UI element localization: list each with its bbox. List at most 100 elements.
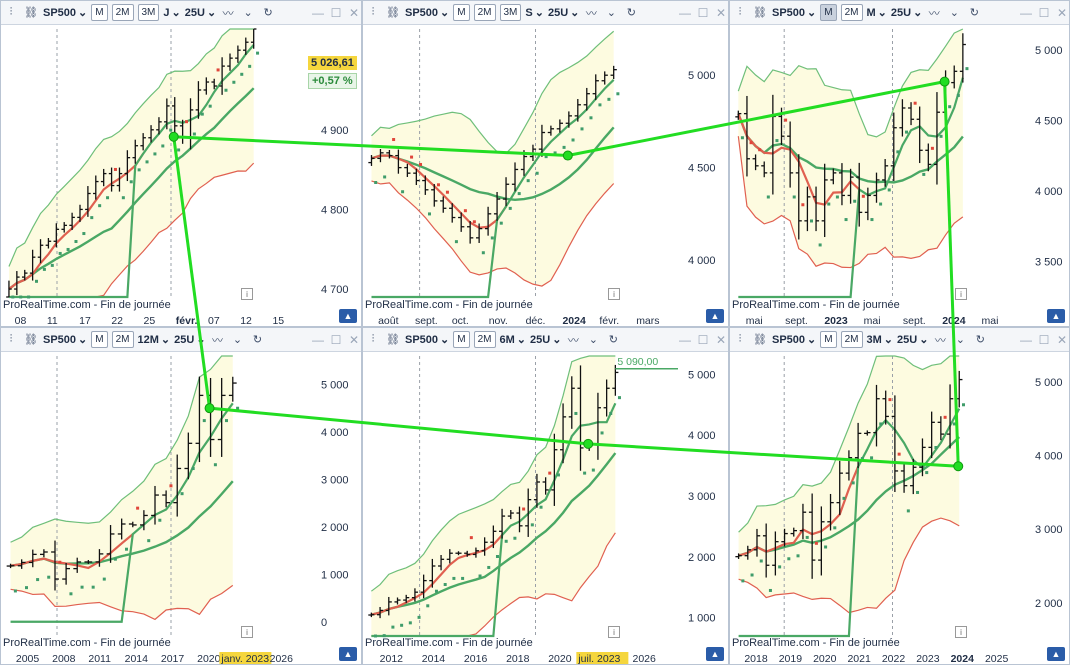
timeframe-button-2M[interactable]: 2M: [111, 4, 134, 21]
indicators-icon[interactable]: 〰: [928, 7, 940, 20]
timeframe-button-M[interactable]: M: [91, 4, 108, 21]
period-selector[interactable]: S ⌄: [525, 6, 544, 20]
chart-panel-daily[interactable]: ⫶ ⛓ SP500 ⌄ M 2M 3M J ⌄ 25U ⌄ 〰 ⌄ ↻ — ☐ ✕ 4 700 4 800 4 900…: [0, 0, 362, 327]
scroll-end-button[interactable]: ▲: [339, 647, 357, 661]
chart-svg[interactable]: 2 000 3 000 4 000 5 000 2018 2019 2020 2021 2022…: [730, 352, 1070, 665]
chevron-down-icon[interactable]: ⌄: [243, 7, 253, 19]
info-icon[interactable]: i: [608, 288, 620, 300]
units-selector[interactable]: 25U ⌄: [530, 333, 561, 347]
chart-svg[interactable]: 3 500 4 000 4 500 5 000 mai sept. 2023 mai sept.…: [730, 25, 1070, 327]
maximize-icon[interactable]: ☐: [1038, 5, 1050, 20]
candles-icon[interactable]: ⫶: [9, 333, 13, 345]
units-selector[interactable]: 25U ⌄: [891, 6, 922, 20]
chart-panel-semester[interactable]: ⫶ ⛓ SP500 ⌄ M 2M 6M ⌄ 25U ⌄ 〰 ⌄ ↻ — ☐ ✕ 5 090,00 1 000 2 0…: [362, 327, 729, 665]
indicators-icon[interactable]: 〰: [222, 7, 234, 20]
refresh-icon[interactable]: ↻: [626, 7, 636, 19]
refresh-icon[interactable]: ↻: [263, 7, 273, 19]
maximize-icon[interactable]: ☐: [330, 5, 342, 20]
link-icon[interactable]: ⛓: [386, 334, 400, 346]
period-selector[interactable]: 12M ⌄: [138, 333, 171, 347]
minimize-icon[interactable]: —: [679, 332, 691, 347]
candles-icon[interactable]: ⫶: [738, 333, 742, 345]
maximize-icon[interactable]: ☐: [1038, 332, 1050, 347]
close-icon[interactable]: ✕: [715, 332, 727, 347]
indicators-icon[interactable]: 〰: [934, 334, 946, 347]
close-icon[interactable]: ✕: [348, 332, 360, 347]
period-selector[interactable]: M ⌄: [867, 6, 887, 20]
symbol-selector[interactable]: SP500 ⌄: [43, 6, 87, 20]
candles-icon[interactable]: ⫶: [9, 6, 13, 18]
chart-panel-weekly[interactable]: ⫶ ⛓ SP500 ⌄ M 2M 3M S ⌄ 25U ⌄ 〰 ⌄ ↻ — ☐ ✕ 4 000 4 500 5 000…: [362, 0, 729, 327]
link-icon[interactable]: ⛓: [24, 7, 38, 19]
timeframe-button-M[interactable]: M: [820, 4, 837, 21]
info-icon[interactable]: i: [955, 626, 967, 638]
chart-svg[interactable]: 5 090,00 1 000 2 000 3 000 4 000 5 000 2012 201…: [363, 352, 729, 665]
period-selector[interactable]: 6M ⌄: [500, 333, 527, 347]
close-icon[interactable]: ✕: [1056, 5, 1068, 20]
candles-icon[interactable]: ⫶: [738, 6, 742, 18]
refresh-icon[interactable]: ↻: [975, 334, 986, 346]
refresh-icon[interactable]: ↻: [252, 334, 263, 346]
close-icon[interactable]: ✕: [348, 5, 360, 20]
scroll-end-button[interactable]: ▲: [706, 647, 724, 661]
chevron-down-icon[interactable]: ⌄: [588, 334, 599, 346]
info-icon[interactable]: i: [955, 288, 967, 300]
scroll-end-button[interactable]: ▲: [339, 309, 357, 323]
symbol-selector[interactable]: SP500 ⌄: [772, 333, 816, 347]
chart-svg[interactable]: 4 000 4 500 5 000 août sept. oct. nov. déc. 2024…: [363, 25, 729, 327]
info-icon[interactable]: i: [241, 288, 253, 300]
chevron-down-icon[interactable]: ⌄: [606, 7, 616, 19]
timeframe-button-M[interactable]: M: [91, 331, 108, 348]
period-selector[interactable]: 3M ⌄: [867, 333, 894, 347]
minimize-icon[interactable]: —: [1020, 332, 1032, 347]
scroll-end-button[interactable]: ▲: [706, 309, 724, 323]
indicators-icon[interactable]: 〰: [212, 334, 224, 347]
maximize-icon[interactable]: ☐: [330, 332, 342, 347]
chevron-down-icon[interactable]: ⌄: [955, 334, 966, 346]
symbol-selector[interactable]: SP500 ⌄: [43, 333, 87, 347]
symbol-selector[interactable]: SP500 ⌄: [772, 6, 816, 20]
units-selector[interactable]: 25U ⌄: [548, 6, 579, 20]
scroll-end-button[interactable]: ▲: [1047, 647, 1065, 661]
timeframe-button-2M[interactable]: 2M: [840, 331, 863, 348]
symbol-selector[interactable]: SP500 ⌄: [405, 333, 449, 347]
maximize-icon[interactable]: ☐: [697, 332, 709, 347]
period-selector[interactable]: J ⌄: [163, 6, 180, 20]
chevron-down-icon[interactable]: ⌄: [949, 7, 959, 19]
close-icon[interactable]: ✕: [1056, 332, 1068, 347]
maximize-icon[interactable]: ☐: [697, 5, 709, 20]
minimize-icon[interactable]: —: [312, 5, 324, 20]
minimize-icon[interactable]: —: [679, 5, 691, 20]
chart-svg[interactable]: 0 1 000 2 000 3 000 4 000 5 000 2005 2008 2011 20…: [1, 352, 362, 665]
timeframe-button-3M[interactable]: 3M: [137, 4, 160, 21]
indicators-icon[interactable]: 〰: [567, 334, 579, 347]
link-icon[interactable]: ⛓: [386, 7, 400, 19]
symbol-selector[interactable]: SP500 ⌄: [405, 6, 449, 20]
refresh-icon[interactable]: ↻: [608, 334, 619, 346]
timeframe-button-M[interactable]: M: [453, 4, 470, 21]
chart-panel-quarterly[interactable]: ⫶ ⛓ SP500 ⌄ M 2M 3M ⌄ 25U ⌄ 〰 ⌄ ↻ — ☐ ✕ 2 000 3 000 4 000 5…: [729, 327, 1070, 665]
timeframe-button-2M[interactable]: 2M: [840, 4, 863, 21]
scroll-end-button[interactable]: ▲: [1047, 309, 1065, 323]
minimize-icon[interactable]: —: [312, 332, 324, 347]
timeframe-button-M[interactable]: M: [820, 331, 837, 348]
indicators-icon[interactable]: 〰: [585, 7, 597, 20]
info-icon[interactable]: i: [241, 626, 253, 638]
timeframe-button-3M[interactable]: 3M: [499, 4, 522, 21]
refresh-icon[interactable]: ↻: [969, 7, 979, 19]
timeframe-button-2M[interactable]: 2M: [473, 4, 496, 21]
timeframe-button-2M[interactable]: 2M: [473, 331, 496, 348]
units-selector[interactable]: 25U ⌄: [174, 333, 205, 347]
candles-icon[interactable]: ⫶: [371, 6, 375, 18]
info-icon[interactable]: i: [608, 626, 620, 638]
timeframe-button-M[interactable]: M: [453, 331, 470, 348]
minimize-icon[interactable]: —: [1020, 5, 1032, 20]
chevron-down-icon[interactable]: ⌄: [232, 334, 243, 346]
chart-svg[interactable]: 4 700 4 800 4 900 08 11 17 22 25 févr. 07 12 15 ProR…: [1, 25, 362, 327]
link-icon[interactable]: ⛓: [753, 334, 767, 346]
chart-panel-monthly[interactable]: ⫶ ⛓ SP500 ⌄ M 2M M ⌄ 25U ⌄ 〰 ⌄ ↻ — ☐ ✕ 3 500 4 000 4 500 5 …: [729, 0, 1070, 327]
timeframe-button-2M[interactable]: 2M: [111, 331, 134, 348]
link-icon[interactable]: ⛓: [753, 7, 767, 19]
chart-panel-yearly[interactable]: ⫶ ⛓ SP500 ⌄ M 2M 12M ⌄ 25U ⌄ 〰 ⌄ ↻ — ☐ ✕ 0 1 000 2 000 3 00…: [0, 327, 362, 665]
link-icon[interactable]: ⛓: [24, 334, 38, 346]
